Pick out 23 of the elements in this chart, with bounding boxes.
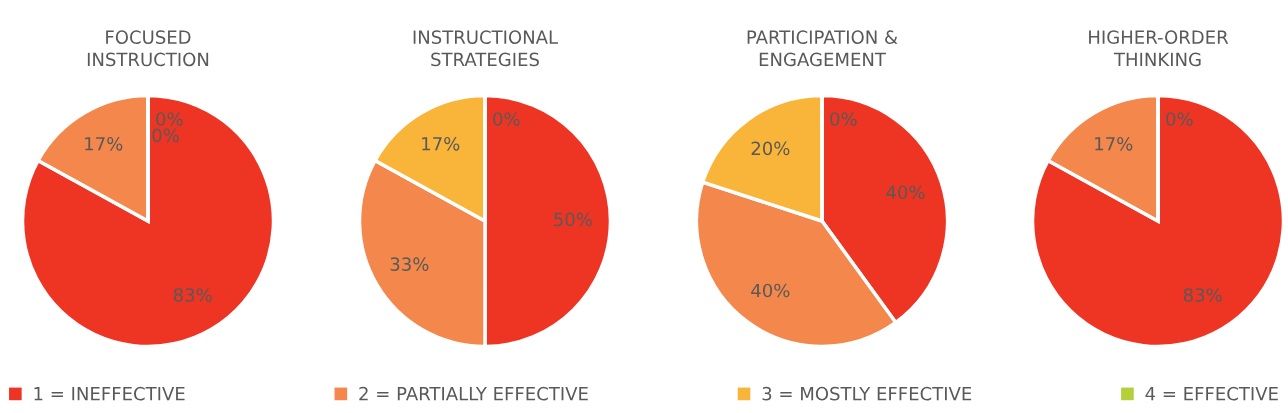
chart-title: PARTICIPATION & ENGAGEMENT	[747, 30, 898, 67]
text: 0%	[830, 112, 857, 126]
text: 0%	[156, 112, 183, 126]
text: 0%	[1166, 112, 1193, 126]
legend-label: 1 = INEFFECTIVE	[34, 386, 185, 401]
text: 0%	[493, 112, 520, 126]
text: 0%	[152, 128, 179, 143]
data-label: 33%	[390, 257, 429, 271]
chart-title: FOCUSED INSTRUCTION	[87, 30, 209, 67]
data-label: 83%	[1183, 288, 1222, 302]
data-label: 50%	[554, 212, 592, 227]
chart-title: HIGHER-ORDER THINKING	[1089, 30, 1229, 67]
legend-label: 4 = EFFECTIVE	[1145, 386, 1278, 401]
legend-label: 3 = MOSTLY EFFECTIVE	[762, 386, 972, 401]
data-label: 40%	[886, 185, 925, 200]
data-label: 20%	[751, 141, 790, 156]
legend-label: 2 = PARTIALLY EFFECTIVE	[359, 386, 588, 401]
data-label: 17%	[85, 136, 123, 151]
data-label: 17%	[422, 136, 460, 151]
data-label: 40%	[751, 283, 790, 298]
data-label: 83%	[173, 288, 212, 302]
data-label: 17%	[1095, 136, 1133, 151]
chart-title: INSTRUCTIONAL STRATEGIES	[413, 30, 558, 67]
